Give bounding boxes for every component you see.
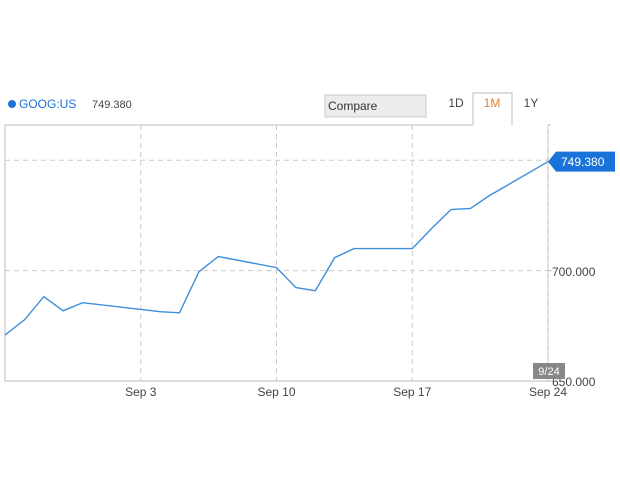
- range-tab[interactable]: 1Y: [524, 96, 539, 110]
- x-tick-label: Sep 24: [529, 385, 567, 399]
- range-tab[interactable]: 1D: [448, 96, 464, 110]
- legend-price: 749.380: [92, 99, 132, 111]
- crosshair-label: 9/24: [538, 366, 559, 378]
- tab-active[interactable]: [472, 92, 513, 125]
- range-tab[interactable]: 1M: [484, 96, 501, 110]
- price-flag: [548, 151, 615, 172]
- price-flag-label: 749.380: [561, 155, 605, 169]
- x-tick-label: Sep 17: [393, 385, 431, 399]
- crosshair-box: [533, 363, 565, 379]
- legend-name: GOOG:US: [19, 97, 76, 111]
- y-tick-label: 700.000: [552, 265, 596, 279]
- legend-dot: [8, 100, 16, 108]
- x-tick-label: Sep 10: [257, 385, 295, 399]
- compare-label: Compare: [328, 99, 378, 113]
- plot-frame: [4, 124, 551, 382]
- price-line: [4, 161, 549, 336]
- x-tick-label: Sep 3: [125, 385, 157, 399]
- compare-input[interactable]: [324, 94, 427, 118]
